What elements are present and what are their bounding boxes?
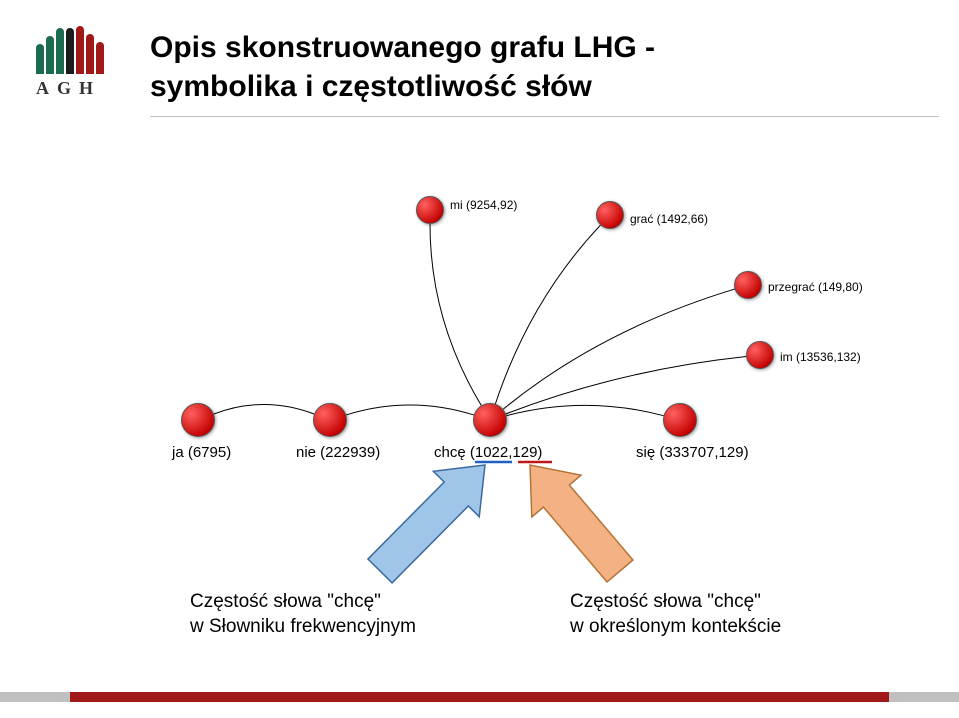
footer-bar [0, 692, 959, 702]
caption-left-line2: w Słowniku frekwencyjnym [190, 616, 416, 637]
graph-label-mi: mi (9254,92) [450, 198, 517, 212]
logo-text: AGH [36, 78, 116, 99]
page-title: Opis skonstruowanego grafu LHG - symboli… [150, 28, 655, 106]
graph-edge [346, 405, 474, 415]
graph-label-im: im (13536,132) [780, 350, 861, 364]
logo-bar [96, 42, 104, 74]
caption-right-line2: w określonym kontekście [570, 616, 781, 637]
graph-node-im [746, 341, 774, 369]
graph-node-ja [181, 403, 215, 437]
graph-edge [495, 225, 600, 404]
logo-bar [56, 28, 64, 74]
graph-label-chce: chcę (1022,129) [434, 444, 542, 461]
title-line1: Opis skonstruowanego grafu LHG - [150, 31, 655, 64]
logo-bars [36, 26, 116, 74]
graph-area: ja (6795) nie (222939) chcę (1022,129) się … [0, 140, 959, 570]
logo-bar [36, 44, 44, 74]
logo-bar [86, 34, 94, 74]
graph-edge [430, 224, 481, 405]
graph-label-sie: się (333707,129) [636, 444, 749, 461]
graph-edge [506, 356, 746, 413]
graph-edge [214, 404, 314, 413]
title-divider [150, 116, 939, 117]
graph-node-grac [596, 201, 624, 229]
caption-left: Częstość słowa "chcę" w Słowniku frekwen… [190, 590, 416, 639]
logo-bar [76, 26, 84, 74]
agh-logo: AGH [36, 26, 116, 99]
graph-node-chce [473, 403, 507, 437]
caption-right: Częstość słowa "chcę" w określonym konte… [570, 590, 781, 639]
graph-label-ja: ja (6795) [172, 444, 231, 461]
graph-label-grac: grać (1492,66) [630, 212, 708, 226]
graph-node-sie [663, 403, 697, 437]
graph-node-mi [416, 196, 444, 224]
graph-edge [506, 405, 663, 415]
graph-edge [503, 289, 734, 409]
caption-right-line1: Częstość słowa "chcę" [570, 591, 761, 612]
logo-bar [46, 36, 54, 74]
title-line2: symbolika i częstotliwość słów [150, 70, 592, 103]
logo-bar [66, 28, 74, 74]
graph-label-przegrac: przegrać (149,80) [768, 280, 863, 294]
caption-left-line1: Częstość słowa "chcę" [190, 591, 381, 612]
graph-node-nie [313, 403, 347, 437]
graph-node-przegrac [734, 271, 762, 299]
graph-label-nie: nie (222939) [296, 444, 380, 461]
